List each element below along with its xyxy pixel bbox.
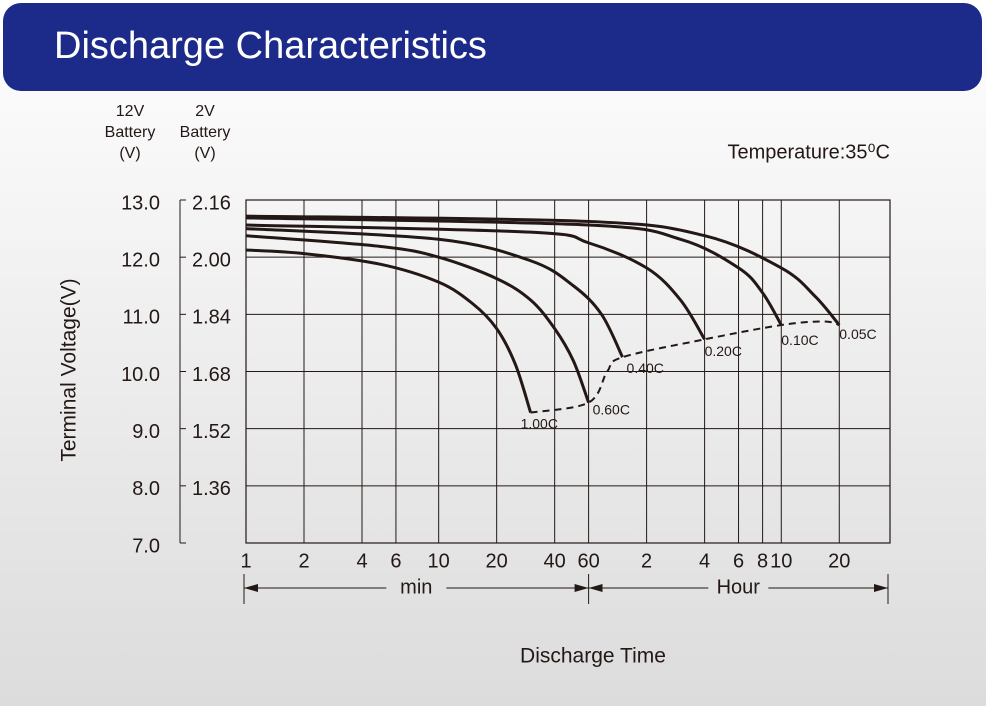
y-tick-label: 1.52 (192, 421, 231, 443)
y-tick-label: 2.16 (192, 192, 231, 214)
x-tick-label: 20 (828, 550, 850, 572)
x-tick-label: 8 (757, 550, 768, 572)
y2-tick-label: 8.0 (132, 478, 160, 500)
y2-tick-label: 13.0 (121, 192, 160, 214)
discharge-curve (245, 216, 783, 326)
y-header: (V) (194, 145, 215, 162)
y-axis-label: Terminal Voltage(V) (58, 278, 81, 461)
discharge-curve (245, 214, 841, 327)
x-tick-label: 20 (486, 550, 508, 572)
x-unit-label: Hour (717, 576, 761, 598)
header-bar (3, 3, 982, 91)
x-tick-label: 1 (240, 550, 251, 572)
curve-label: 1.00C (521, 415, 558, 431)
x-tick-label: 2 (641, 550, 652, 572)
x-tick-label: 10 (770, 550, 792, 572)
y2-header: 12V (116, 103, 145, 120)
discharge-curve (245, 227, 624, 358)
discharge-curve (245, 223, 706, 341)
curve-label: 0.40C (627, 360, 664, 376)
curve-label: 0.10C (781, 332, 818, 348)
x-tick-label: 6 (390, 550, 401, 572)
chart-title: Discharge Characteristics (54, 25, 487, 67)
y2-header: (V) (119, 145, 140, 162)
x-tick-label: 2 (298, 550, 309, 572)
y-tick-label: 1.68 (192, 364, 231, 386)
discharge-curve (245, 234, 591, 404)
x-unit-label: min (400, 576, 432, 598)
curve-label: 0.20C (705, 343, 742, 359)
y2-tick-label: 9.0 (132, 421, 160, 443)
end-voltage-line (530, 320, 840, 414)
x-tick-label: 4 (699, 550, 710, 572)
x-tick-label: 6 (733, 550, 744, 572)
temperature: Temperature:35⁰C (727, 141, 890, 163)
y2-header: Battery (105, 124, 156, 141)
y2-tick-label: 10.0 (121, 364, 160, 386)
y-tick-label: 2.00 (192, 249, 231, 271)
x-axis-label: Discharge Time (520, 645, 666, 668)
y-tick-label: 1.36 (192, 478, 231, 500)
y-header: Battery (180, 124, 231, 141)
y2-tick-label: 7.0 (132, 535, 160, 557)
x-tick-label: 60 (577, 550, 599, 572)
discharge-curve (245, 248, 533, 414)
x-tick-label: 10 (428, 550, 450, 572)
y2-tick-label: 12.0 (121, 249, 160, 271)
y2-tick-label: 11.0 (123, 307, 160, 329)
y-header: 2V (195, 103, 215, 120)
y-tick-label: 1.84 (192, 307, 231, 329)
curve-label: 0.60C (593, 401, 630, 417)
x-tick-label: 4 (356, 550, 367, 572)
curve-label: 0.05C (839, 326, 876, 342)
x-tick-label: 40 (544, 550, 566, 572)
